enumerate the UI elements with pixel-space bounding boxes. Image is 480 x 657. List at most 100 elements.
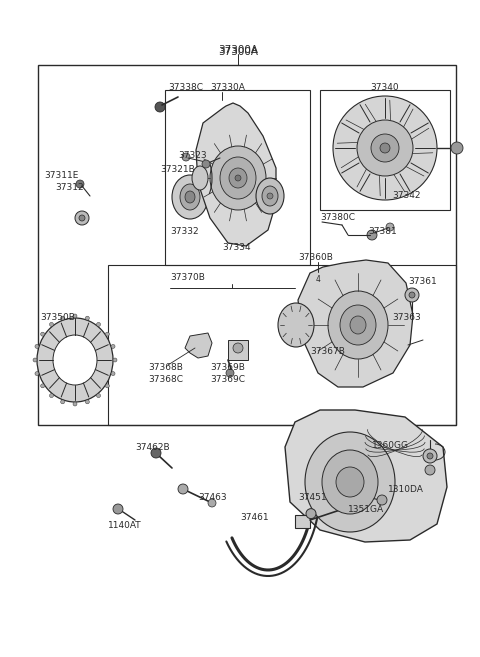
Circle shape: [41, 332, 45, 336]
Circle shape: [96, 323, 100, 327]
Circle shape: [405, 288, 419, 302]
Text: 37300A: 37300A: [218, 45, 258, 55]
Ellipse shape: [172, 175, 208, 219]
Ellipse shape: [306, 509, 316, 518]
Circle shape: [111, 372, 115, 376]
Circle shape: [85, 400, 89, 404]
Ellipse shape: [336, 467, 364, 497]
Ellipse shape: [235, 175, 241, 181]
Ellipse shape: [357, 120, 413, 176]
Text: 37462B: 37462B: [135, 443, 169, 453]
Circle shape: [113, 358, 117, 362]
Text: 37463: 37463: [198, 493, 227, 503]
Ellipse shape: [322, 450, 378, 514]
Text: 37342: 37342: [392, 191, 420, 200]
Ellipse shape: [328, 291, 388, 359]
Ellipse shape: [340, 305, 376, 345]
Ellipse shape: [229, 168, 247, 188]
Circle shape: [409, 292, 415, 298]
Ellipse shape: [185, 191, 195, 203]
Polygon shape: [295, 515, 310, 528]
Ellipse shape: [53, 335, 97, 385]
Text: 37363: 37363: [392, 313, 421, 323]
Ellipse shape: [215, 190, 225, 206]
Ellipse shape: [37, 318, 113, 402]
Circle shape: [60, 400, 65, 404]
Text: 37451: 37451: [298, 493, 326, 503]
Circle shape: [377, 495, 387, 505]
Text: 37368C: 37368C: [148, 376, 183, 384]
Circle shape: [155, 102, 165, 112]
Text: 37461: 37461: [240, 514, 269, 522]
Text: 37361: 37361: [408, 277, 437, 286]
Circle shape: [208, 499, 216, 507]
Text: 37323: 37323: [178, 150, 206, 160]
Circle shape: [76, 180, 84, 188]
Text: 37369C: 37369C: [210, 376, 245, 384]
Text: 37368B: 37368B: [148, 363, 183, 373]
Text: 37370B: 37370B: [170, 273, 205, 283]
Circle shape: [367, 230, 377, 240]
Circle shape: [151, 448, 161, 458]
Circle shape: [202, 160, 210, 168]
Ellipse shape: [371, 134, 399, 162]
Circle shape: [33, 358, 37, 362]
Polygon shape: [185, 333, 212, 358]
Polygon shape: [196, 103, 276, 246]
Ellipse shape: [278, 303, 314, 347]
Circle shape: [49, 323, 53, 327]
Ellipse shape: [262, 186, 278, 206]
Circle shape: [41, 384, 45, 388]
Polygon shape: [228, 340, 248, 360]
Circle shape: [425, 465, 435, 475]
Ellipse shape: [210, 146, 266, 210]
Text: 37367B: 37367B: [310, 348, 345, 357]
Circle shape: [73, 402, 77, 406]
Circle shape: [111, 344, 115, 348]
Text: 37300A: 37300A: [218, 47, 258, 57]
Circle shape: [226, 369, 234, 377]
Text: 1310DA: 1310DA: [388, 486, 424, 495]
Ellipse shape: [380, 143, 390, 153]
Polygon shape: [205, 194, 220, 202]
Circle shape: [49, 394, 53, 397]
Circle shape: [386, 223, 394, 231]
Circle shape: [96, 394, 100, 397]
Ellipse shape: [220, 157, 256, 199]
Ellipse shape: [333, 96, 437, 200]
Ellipse shape: [305, 432, 395, 532]
Ellipse shape: [180, 184, 200, 210]
Text: 37369B: 37369B: [210, 363, 245, 373]
Text: 37350B: 37350B: [40, 313, 75, 323]
Circle shape: [423, 449, 437, 463]
Polygon shape: [298, 260, 413, 387]
Circle shape: [182, 153, 190, 161]
Text: 1140AT: 1140AT: [108, 520, 142, 530]
Text: 1360GG: 1360GG: [372, 440, 409, 449]
Ellipse shape: [192, 166, 208, 190]
Circle shape: [113, 504, 123, 514]
Circle shape: [451, 142, 463, 154]
Circle shape: [106, 384, 109, 388]
Circle shape: [60, 316, 65, 320]
Circle shape: [79, 215, 85, 221]
Text: 37380C: 37380C: [320, 214, 355, 223]
Circle shape: [233, 343, 243, 353]
Text: 4: 4: [315, 275, 321, 284]
Polygon shape: [285, 410, 447, 542]
Circle shape: [73, 314, 77, 318]
Text: 37334: 37334: [222, 244, 251, 252]
Text: 37312: 37312: [55, 183, 84, 193]
Circle shape: [85, 316, 89, 320]
Circle shape: [178, 484, 188, 494]
Text: 37330A: 37330A: [210, 83, 245, 93]
Text: 37311E: 37311E: [44, 171, 78, 179]
Circle shape: [35, 344, 39, 348]
Text: 1351GA: 1351GA: [348, 505, 384, 514]
Text: 37321B: 37321B: [160, 166, 195, 175]
Ellipse shape: [350, 316, 366, 334]
Text: 37338C: 37338C: [168, 83, 203, 93]
Ellipse shape: [267, 193, 273, 199]
Ellipse shape: [256, 178, 284, 214]
Text: 37332: 37332: [170, 227, 199, 237]
